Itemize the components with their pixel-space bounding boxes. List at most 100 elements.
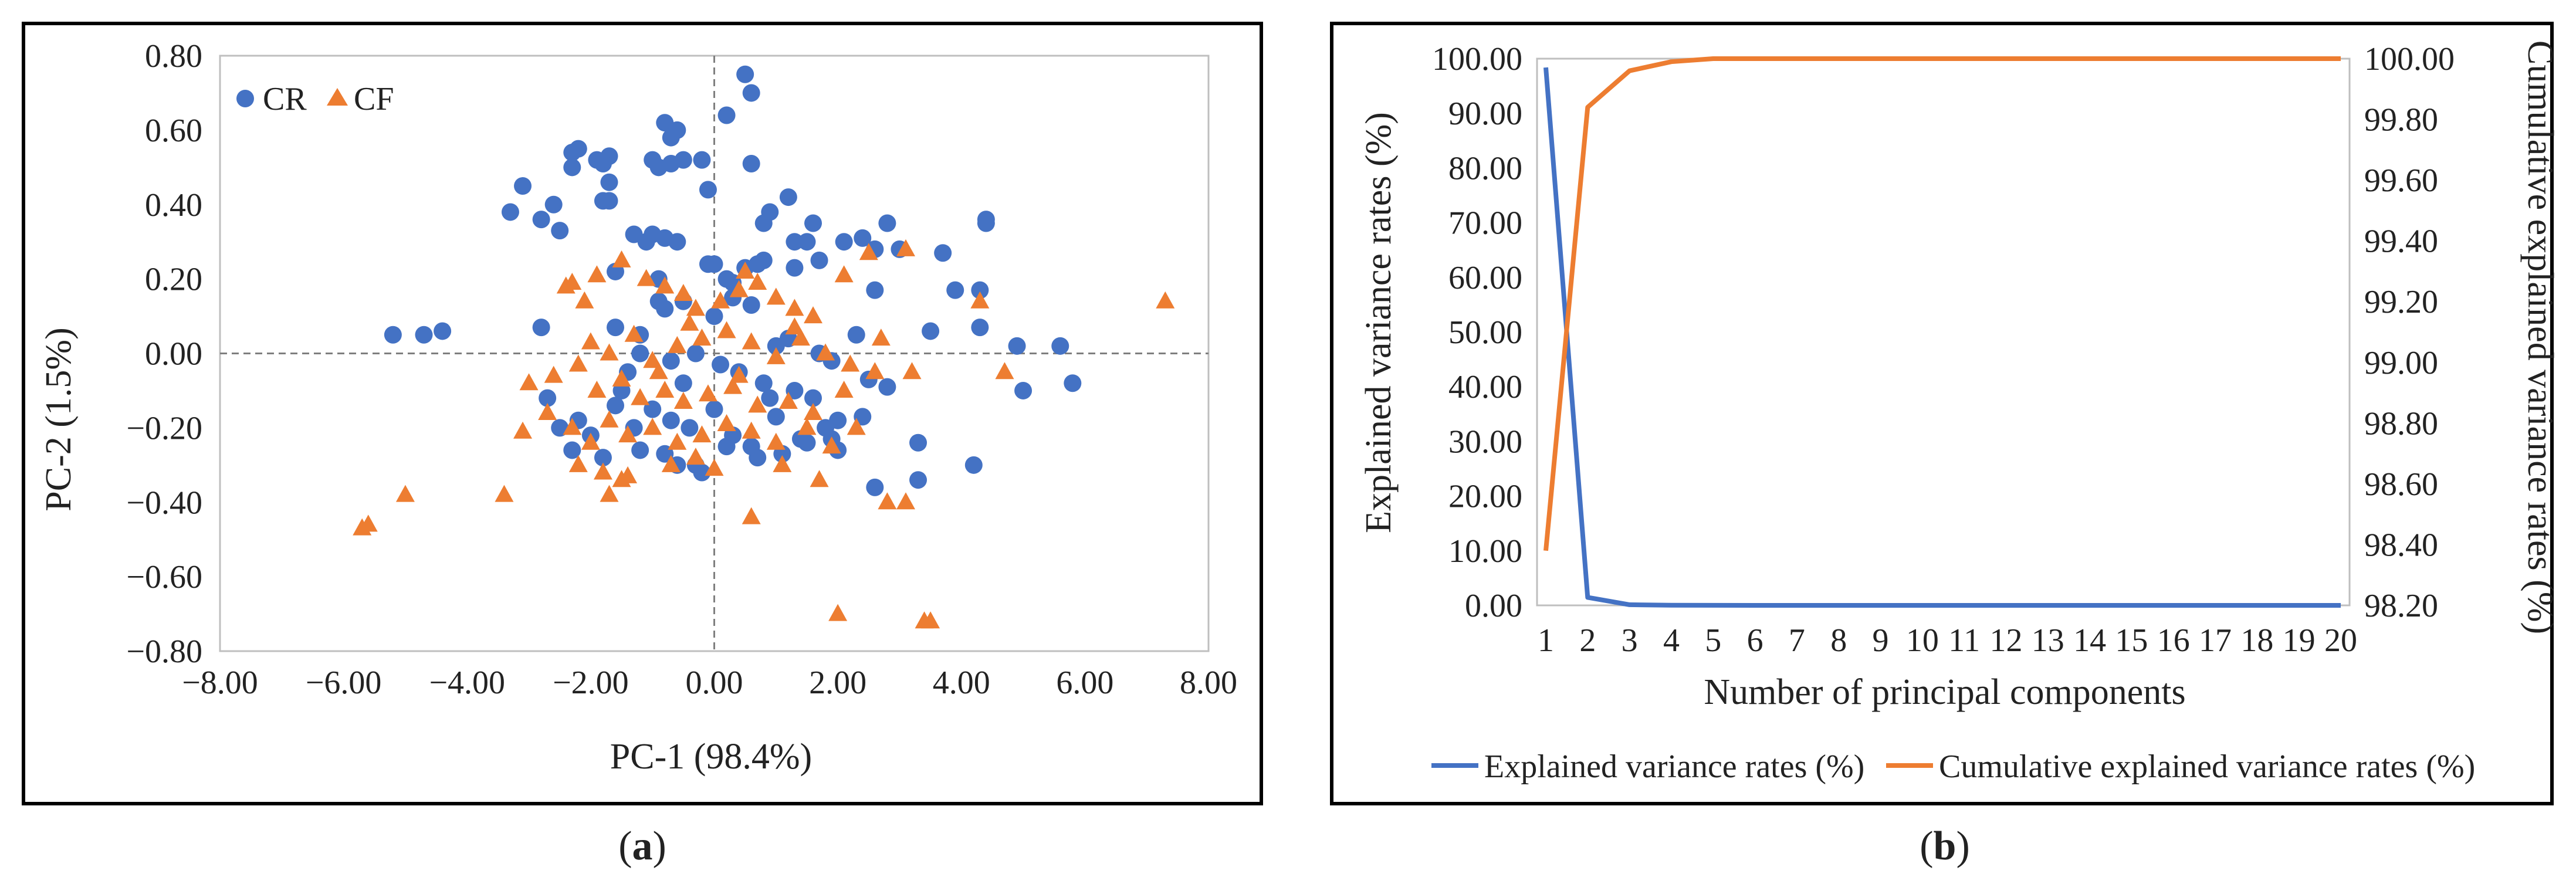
cf-point — [600, 410, 619, 428]
cf-point — [587, 380, 607, 398]
cr-point — [909, 433, 928, 452]
panel-b-y-axis-title: Explained variance rates (%) — [1359, 112, 1399, 533]
cr-point — [736, 65, 754, 83]
panel-a-x-tick-label: 2.00 — [809, 665, 866, 701]
cf-point — [834, 380, 854, 398]
cf-point — [717, 321, 736, 338]
cr-point — [712, 355, 730, 374]
panel-a-legend: CR CF — [236, 81, 394, 117]
cf-point — [538, 403, 557, 420]
cf-point — [593, 462, 612, 480]
legend-explained-label: Explained variance rates (%) — [1484, 748, 1864, 785]
cr-point — [532, 211, 550, 229]
cf-point — [995, 362, 1014, 380]
cf-point — [810, 470, 829, 487]
panel-b-x-tick-label: 15 — [2115, 622, 2148, 659]
cf-point — [563, 272, 582, 290]
cr-point — [909, 471, 928, 489]
panel-a-y-tick-label: 0.60 — [145, 113, 202, 149]
cr-point — [699, 181, 717, 199]
cf-point — [896, 492, 915, 510]
cf-point — [643, 351, 662, 368]
panel-b-y-tick-label: 40.00 — [1448, 369, 1522, 405]
panel-b-x-tick-label: 19 — [2283, 622, 2316, 659]
cr-point — [786, 233, 804, 251]
panel-a-y-tick-label: 0.00 — [145, 336, 202, 372]
cr-point — [779, 188, 797, 206]
cr-point — [934, 244, 952, 262]
cf-point — [600, 485, 619, 502]
panel-b-y2-tick-label: 99.60 — [2364, 162, 2438, 199]
cf-point — [495, 485, 514, 502]
cr-point — [551, 419, 569, 437]
panel-a-y-tick-label: −0.20 — [126, 410, 202, 446]
cr-point — [847, 326, 865, 344]
panel-b-y2-tick-label: 99.00 — [2364, 345, 2438, 381]
panel-a-y-tick-label: 0.80 — [145, 38, 202, 74]
cf-point — [544, 365, 563, 383]
panel-b-y2-tick-label: 98.20 — [2364, 588, 2438, 624]
cf-point — [816, 343, 835, 361]
cr-point — [662, 128, 680, 147]
cf-point — [661, 455, 681, 472]
panel-b-y-tick-label: 30.00 — [1448, 424, 1522, 460]
cr-point — [532, 319, 550, 337]
panel-b-x-tick-label: 20 — [2324, 622, 2357, 659]
cr-point — [1064, 374, 1082, 392]
cr-point — [656, 300, 674, 318]
legend-cr-marker — [236, 90, 254, 107]
cr-point — [384, 326, 402, 344]
cr-point — [754, 374, 773, 392]
panel-a-scatter-chart: −8.00 −6.00 −4.00 −2.00 0.00 2.00 4.00 6.00 8.00… — [22, 22, 1263, 805]
panel-b-frame — [1330, 22, 2554, 805]
panel-b-x-tick-label: 16 — [2157, 622, 2190, 659]
cr-point — [742, 296, 760, 314]
cr-point — [717, 106, 736, 124]
panel-b-x-tick-label: 18 — [2240, 622, 2273, 659]
cf-point — [680, 313, 699, 331]
cf-point — [785, 317, 804, 335]
cr-point — [798, 233, 816, 251]
panel-a-x-tick-label: −8.00 — [182, 665, 258, 701]
cf-point — [896, 239, 915, 256]
cr-point — [1008, 337, 1026, 355]
cf-point — [655, 276, 675, 294]
cf-point — [834, 265, 854, 283]
cf-point — [766, 347, 786, 364]
cf-point — [698, 384, 717, 402]
cr-point — [594, 449, 612, 467]
cf-point — [748, 395, 767, 413]
cf-point — [778, 391, 798, 409]
cr-point — [607, 319, 624, 337]
panel-b-tick-labels: 0.00 10.00 20.00 30.00 40.00 50.00 60.00 70.00 8… — [1432, 41, 2455, 659]
cf-point — [804, 306, 822, 324]
panel-a-y-tick-label: 0.20 — [145, 262, 202, 298]
panel-b-y2-tick-label: 99.80 — [2364, 102, 2438, 138]
cr-point — [705, 255, 723, 273]
panel-b-x-tick-label: 2 — [1579, 622, 1596, 659]
cr-point — [767, 408, 785, 426]
cf-point — [766, 287, 786, 305]
cf-point — [841, 354, 860, 372]
panel-a-axes — [219, 55, 1210, 652]
cr-point — [717, 438, 736, 456]
cf-point — [568, 354, 588, 372]
panel-a-x-tick-label: 4.00 — [933, 665, 990, 701]
cf-point — [902, 362, 922, 380]
cr-point — [786, 259, 804, 277]
cr-point — [971, 281, 989, 299]
legend-cr-label: CR — [263, 81, 307, 117]
cr-point — [798, 433, 816, 452]
cr-point — [594, 154, 612, 172]
cr-point — [964, 456, 983, 474]
cf-point — [395, 485, 415, 502]
legend-cumulative-label: Cumulative explained variance rates (%) — [1939, 748, 2475, 785]
cf-point — [618, 466, 638, 483]
panel-b-series-lines — [1543, 56, 2341, 608]
panel-b-x-tick-label: 6 — [1747, 622, 1763, 659]
panel-b-x-tick-label: 17 — [2199, 622, 2232, 659]
cr-point — [761, 389, 779, 407]
cr-point — [922, 322, 940, 340]
cr-point — [662, 411, 680, 429]
panel-b-y-tick-label: 60.00 — [1448, 260, 1522, 296]
